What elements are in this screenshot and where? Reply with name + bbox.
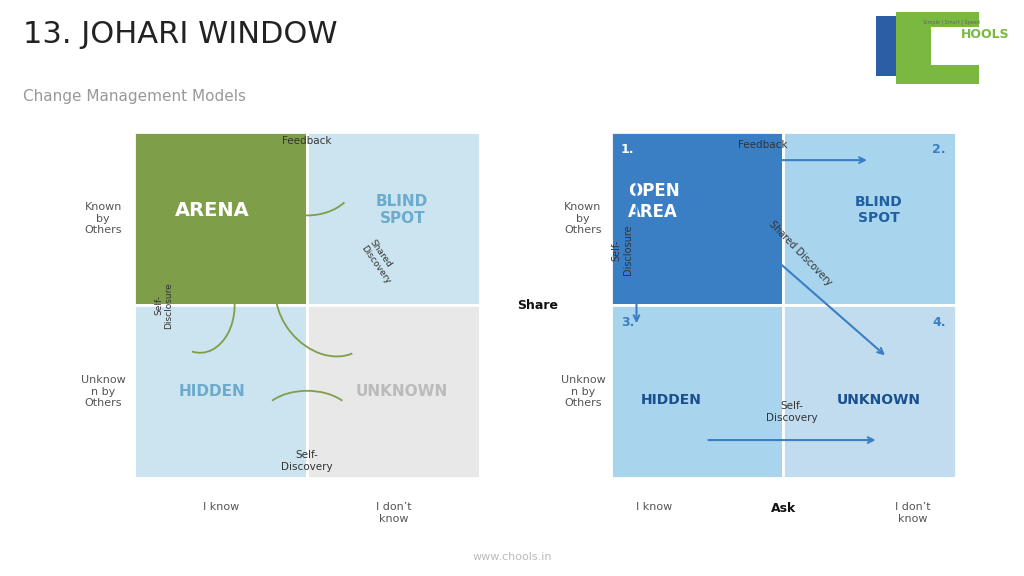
Text: Unknow
n by
Others: Unknow n by Others bbox=[81, 375, 126, 408]
Text: ARENA: ARENA bbox=[175, 201, 250, 219]
Text: Self-
Discovery: Self- Discovery bbox=[282, 450, 333, 472]
Text: www.chools.in: www.chools.in bbox=[472, 552, 552, 562]
Text: Simple | Smart | Speed: Simple | Smart | Speed bbox=[923, 20, 980, 25]
Text: Feedback: Feedback bbox=[283, 136, 332, 146]
Bar bbox=[896, 13, 979, 84]
Text: Change Management Models: Change Management Models bbox=[23, 89, 246, 104]
Text: I know: I know bbox=[203, 502, 239, 512]
Text: I know: I know bbox=[636, 502, 672, 512]
Text: Share: Share bbox=[517, 299, 558, 312]
Text: 1.: 1. bbox=[621, 143, 635, 156]
Text: Feedback: Feedback bbox=[738, 140, 787, 150]
Text: HIDDEN: HIDDEN bbox=[641, 393, 701, 407]
Text: Self-
Disclosure: Self- Disclosure bbox=[154, 282, 173, 329]
Bar bbox=[134, 305, 307, 478]
Bar bbox=[307, 305, 480, 478]
Text: Known
by
Others: Known by Others bbox=[85, 202, 122, 236]
Text: BLIND
SPOT: BLIND SPOT bbox=[854, 195, 902, 225]
Text: Self-
Disclosure: Self- Disclosure bbox=[612, 225, 634, 275]
Bar bbox=[134, 132, 307, 305]
Text: UNKNOWN: UNKNOWN bbox=[837, 393, 921, 407]
Bar bbox=[783, 305, 956, 478]
Text: BLIND
SPOT: BLIND SPOT bbox=[376, 194, 428, 226]
Text: 13. JOHARI WINDOW: 13. JOHARI WINDOW bbox=[23, 20, 337, 49]
Text: I don’t
know: I don’t know bbox=[895, 502, 931, 524]
Text: OPEN
AREA: OPEN AREA bbox=[628, 182, 680, 221]
Bar bbox=[307, 132, 480, 305]
Text: Shared
Discovery: Shared Discovery bbox=[359, 238, 400, 286]
Text: UNKNOWN: UNKNOWN bbox=[356, 384, 449, 399]
Text: 4.: 4. bbox=[932, 316, 946, 329]
Bar bbox=[610, 132, 783, 305]
Text: Shared Discovery: Shared Discovery bbox=[767, 219, 834, 287]
Text: I don’t
know: I don’t know bbox=[376, 502, 412, 524]
Bar bbox=[610, 305, 783, 478]
Text: 3.: 3. bbox=[621, 316, 634, 329]
Bar bbox=[783, 132, 956, 305]
Text: Unknow
n by
Others: Unknow n by Others bbox=[560, 375, 605, 408]
Text: Self-
Discovery: Self- Discovery bbox=[766, 401, 818, 423]
Text: HIDDEN: HIDDEN bbox=[179, 384, 246, 399]
Text: 2.: 2. bbox=[932, 143, 946, 156]
Bar bbox=[876, 16, 951, 76]
Text: HOOLS: HOOLS bbox=[962, 28, 1010, 41]
Text: Ask: Ask bbox=[771, 502, 796, 516]
Text: Known
by
Others: Known by Others bbox=[564, 202, 602, 236]
Bar bbox=[931, 27, 986, 65]
